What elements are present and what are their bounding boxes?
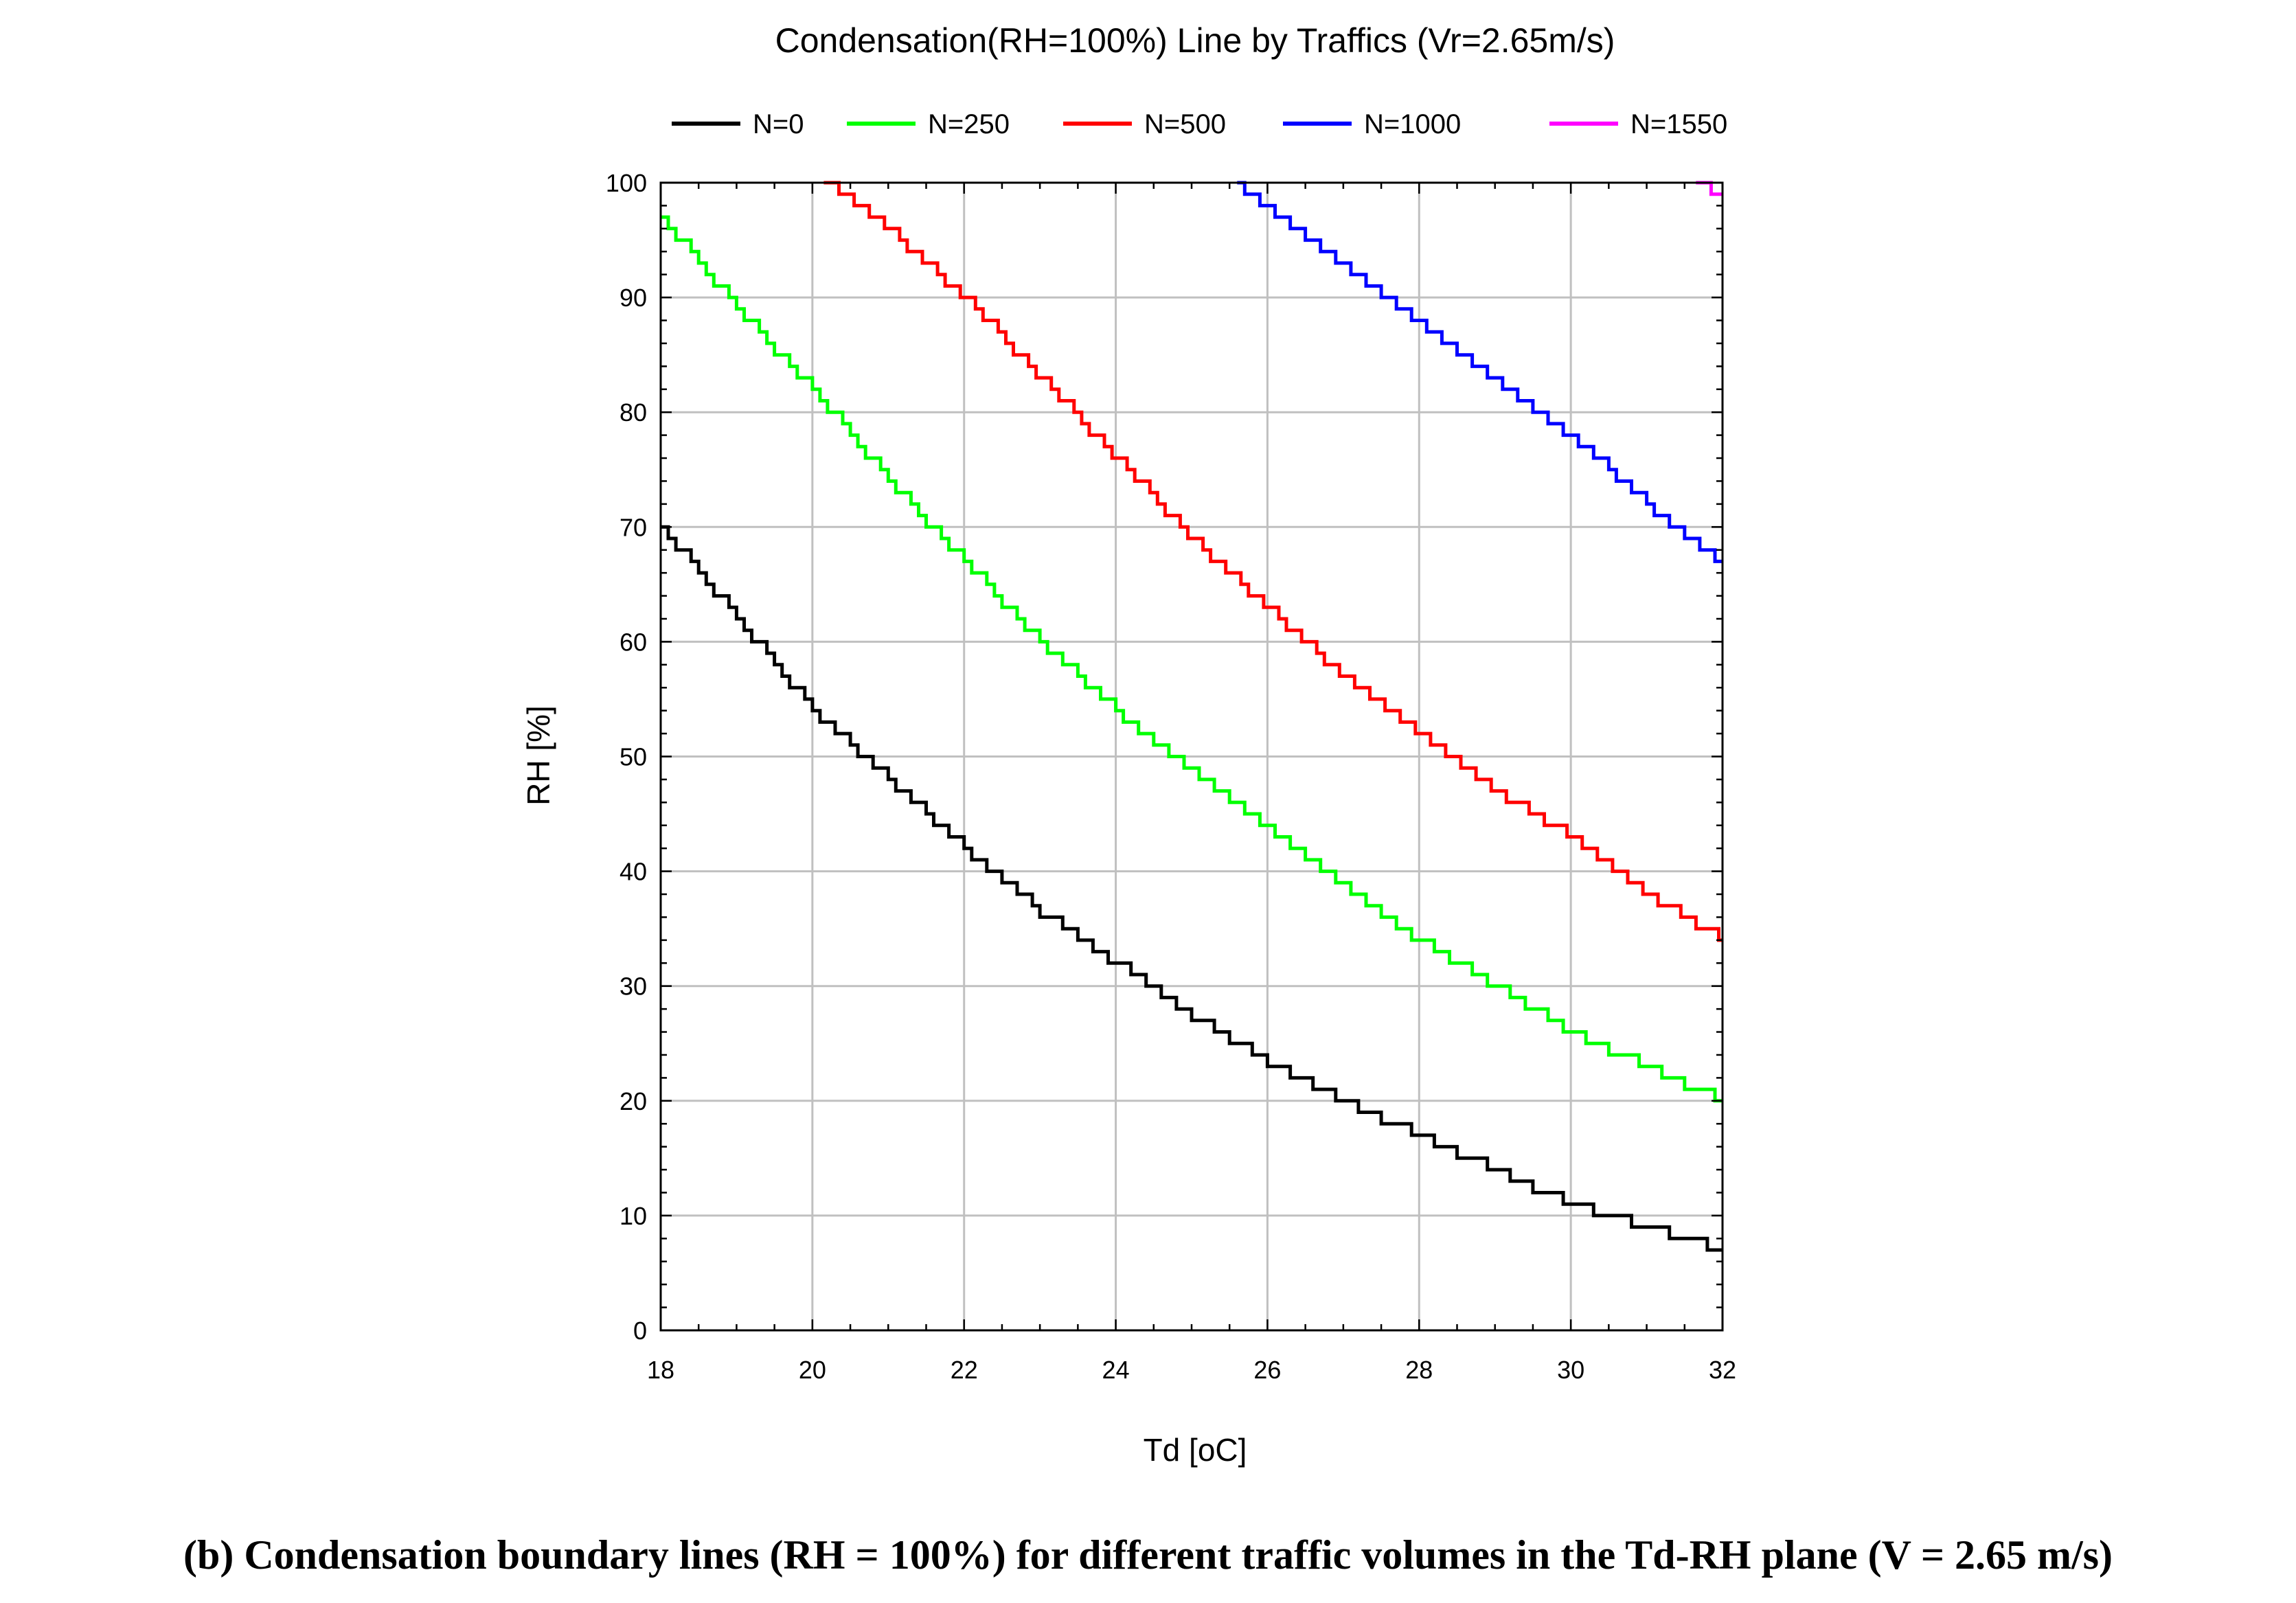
x-tick-label-2: 22 bbox=[951, 1356, 978, 1384]
figure-caption: (b) Condensation boundary lines (RH = 10… bbox=[183, 1532, 2113, 1578]
series-line-N=1000 bbox=[1237, 181, 1723, 563]
legend-label-N=1000: N=1000 bbox=[1364, 109, 1461, 139]
y-axis-label: RH [%] bbox=[521, 705, 556, 806]
x-tick-label-5: 28 bbox=[1405, 1356, 1433, 1384]
y-tick-label-10: 100 bbox=[606, 169, 647, 197]
legend-label-N=250: N=250 bbox=[928, 109, 1010, 139]
y-tick-label-0: 0 bbox=[633, 1317, 647, 1345]
x-tick-label-4: 26 bbox=[1253, 1356, 1281, 1384]
legend-label-N=0: N=0 bbox=[753, 109, 804, 139]
series-line-N=1550 bbox=[1696, 181, 1723, 196]
y-tick-label-6: 60 bbox=[620, 628, 647, 656]
y-tick-label-3: 30 bbox=[620, 973, 647, 1001]
series-line-N=500 bbox=[823, 181, 1723, 942]
y-tick-label-4: 40 bbox=[620, 858, 647, 886]
y-tick-labels: 0 10 20 30 40 50 60 70 80 90 100 bbox=[606, 169, 647, 1345]
x-axis-label: Td [oC] bbox=[1144, 1432, 1247, 1468]
y-tick-label-9: 90 bbox=[620, 284, 647, 312]
series-layer bbox=[661, 181, 1723, 1252]
x-tick-label-7: 32 bbox=[1709, 1356, 1736, 1384]
legend-label-N=500: N=500 bbox=[1144, 109, 1226, 139]
x-tick-label-6: 30 bbox=[1557, 1356, 1584, 1384]
series-line-N=250 bbox=[661, 215, 1723, 1103]
x-tick-labels: 18 20 22 24 26 28 30 32 bbox=[647, 1356, 1736, 1384]
legend: N=0 N=250 N=500 N=1000 N=1550 bbox=[672, 109, 1727, 139]
x-tick-label-1: 20 bbox=[799, 1356, 826, 1384]
legend-label-N=1550: N=1550 bbox=[1630, 109, 1727, 139]
y-tick-label-8: 80 bbox=[620, 398, 647, 427]
y-tick-label-2: 20 bbox=[620, 1087, 647, 1115]
ticks bbox=[659, 181, 1724, 1332]
series-line-N=0 bbox=[661, 525, 1723, 1252]
y-tick-label-5: 50 bbox=[620, 743, 647, 771]
y-tick-label-1: 10 bbox=[620, 1202, 647, 1230]
y-tick-label-7: 70 bbox=[620, 513, 647, 541]
chart-title: Condensation(RH=100%) Line by Traffics (… bbox=[775, 21, 1615, 60]
grid bbox=[659, 181, 1724, 1332]
x-tick-label-3: 24 bbox=[1102, 1356, 1130, 1384]
x-tick-label-0: 18 bbox=[647, 1356, 674, 1384]
